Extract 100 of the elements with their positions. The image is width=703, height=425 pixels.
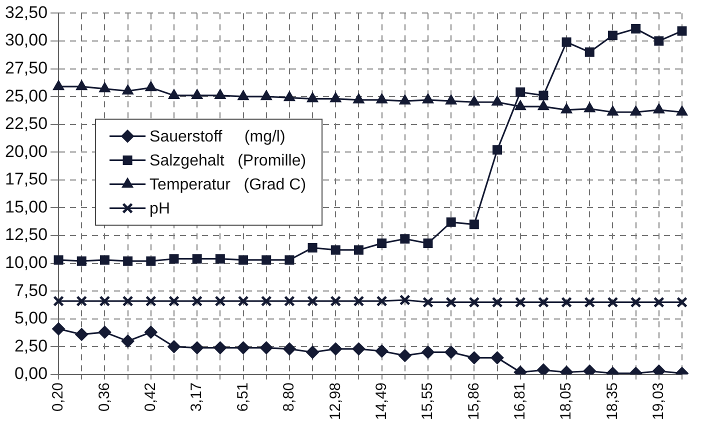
point [260,296,272,307]
point [468,296,480,308]
x-tick-label: 6,51 [234,382,252,412]
point [492,96,503,106]
x-tick-label: 0,20 [50,382,67,412]
x-tick-label: 18,05 [558,382,575,420]
point [146,256,156,266]
point [260,90,272,100]
point [584,296,596,308]
point [536,364,550,374]
point [398,349,412,362]
point [422,93,434,104]
x-tick-label: 19,03 [650,382,668,420]
point [54,255,64,265]
point [145,81,157,92]
point [377,238,387,248]
point [560,103,572,114]
x-tick-label: 0,36 [96,382,113,412]
point [444,346,458,359]
y-tick-label: 0,00 [14,364,48,384]
point [215,254,225,264]
point [52,80,64,90]
x-tick-label: 15,86 [465,382,482,420]
point [168,296,180,307]
point [607,106,618,116]
point [214,88,226,99]
point [260,341,273,354]
point [306,92,318,102]
y-tick-label: 2,50 [14,336,48,356]
x-tick-label: 16,81 [512,382,529,420]
point [562,37,572,47]
y-tick-label: 20,00 [4,142,48,161]
point [214,296,226,307]
point [375,344,388,358]
point [653,103,665,114]
point [168,88,180,99]
point [76,256,86,266]
point [238,90,249,100]
point [353,296,364,307]
point [76,80,88,90]
point [100,255,110,265]
point [238,255,248,265]
point [538,90,548,100]
point [654,36,664,46]
x-tick-label: 0,42 [142,382,160,412]
point [122,296,134,307]
point [376,296,388,307]
point [122,84,134,95]
point [446,296,457,308]
point [52,322,66,336]
x-tick-label: 15,55 [419,382,436,420]
point [538,100,550,110]
x-tick-label: 18,35 [604,382,621,420]
point [282,342,296,356]
x-tick-label: 3,17 [188,382,206,412]
point [192,296,203,307]
point [53,296,64,307]
y-tick-label: 25,00 [4,86,48,106]
point [262,255,272,265]
point [329,342,342,356]
point [75,328,88,341]
point [445,94,457,105]
point [538,296,549,308]
y-tick-label: 30,00 [4,30,48,50]
y-tick-label: 17,50 [4,170,48,189]
point [492,296,503,308]
point [514,296,526,308]
y-tick-label: 22,50 [4,114,48,134]
point [284,296,295,307]
point [399,294,410,306]
point [99,82,110,92]
point [492,145,502,155]
point [354,245,364,255]
point [330,92,342,102]
point [306,346,320,359]
x-tick-label: 12,98 [326,382,344,420]
point [307,296,318,307]
y-tick-label: 7,50 [14,280,48,300]
y-tick-label: 32,50 [4,2,48,22]
point [468,351,481,364]
point [514,100,526,110]
point [676,296,688,308]
y-tick-label: 5,00 [14,308,48,328]
point [236,341,250,354]
point [676,106,688,116]
point [584,102,596,112]
y-tick-label: 12,50 [4,225,48,244]
point [167,340,180,354]
point [191,88,203,99]
point [468,96,480,106]
point [630,106,642,116]
point [423,238,433,248]
legend-label: pH [150,200,170,218]
point [677,26,687,36]
point [192,254,202,264]
point [516,87,526,97]
point [98,326,112,339]
x-tick-label: 8,80 [280,382,298,412]
x-tick-label: 14,49 [372,382,390,420]
point [123,256,133,266]
